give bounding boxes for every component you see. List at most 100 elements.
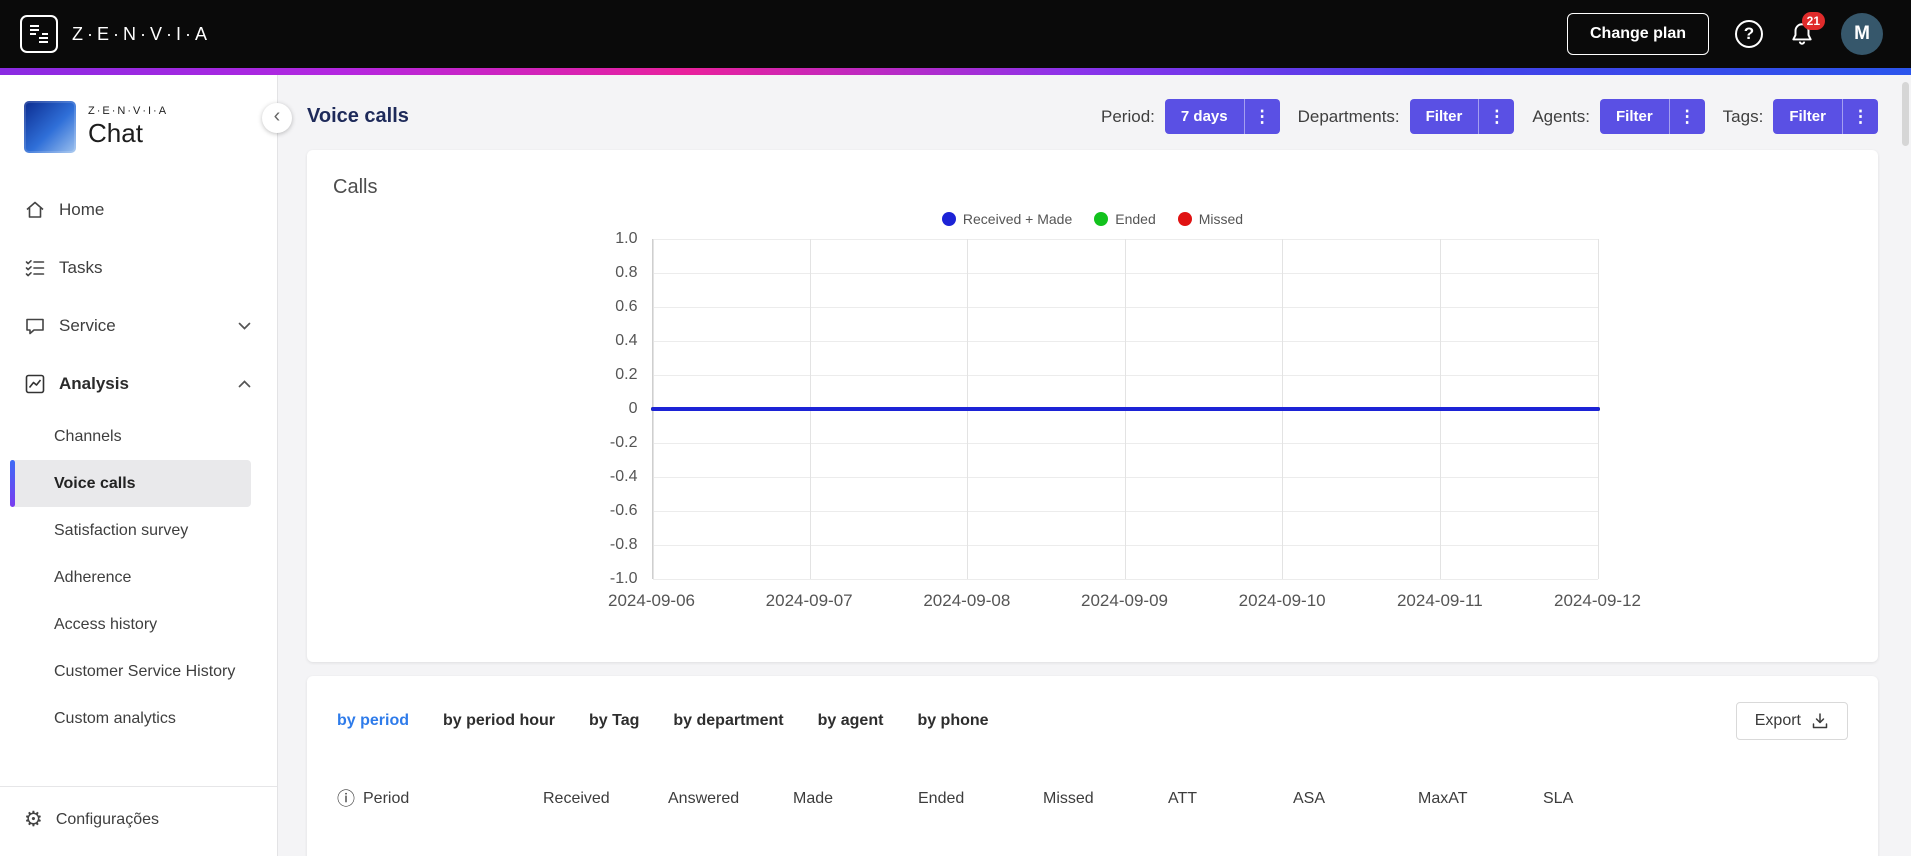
table-header-row: ⓘ Period Received Answered Made Ended Missed A… (337, 790, 1848, 808)
sidebar-item-label: Tasks (59, 258, 103, 277)
legend-item-ended: Ended (1094, 211, 1156, 227)
analytics-icon (25, 374, 45, 394)
filter-bar: Period: 7 days ⋮ Departments: Filter ⋮ A… (1101, 99, 1878, 134)
notifications-button[interactable]: 21 (1789, 12, 1825, 47)
scrollbar-thumb[interactable] (1902, 82, 1909, 146)
agents-filter-button[interactable]: Filter ⋮ (1599, 99, 1705, 134)
legend-label: Received + Made (962, 211, 1073, 227)
x-tick-label: 2024-09-08 (923, 591, 1011, 610)
help-icon[interactable]: ? (1735, 20, 1763, 48)
calls-line-chart: Received + Made Ended Missed 1.0 0.8 0.6 0.4 0… (588, 211, 1641, 617)
download-icon (1812, 713, 1828, 729)
calls-chart-card: Calls Received + Made Ended Missed 1.0 0.8 0… (307, 150, 1878, 662)
x-tick-label: 2024-09-07 (765, 591, 853, 610)
zenvia-logo-icon (20, 15, 58, 53)
legend-dot (1177, 212, 1192, 226)
sidebar-subitem-custom-analytics[interactable]: Custom analytics (10, 695, 251, 742)
chart-legend: Received + Made Ended Missed (588, 211, 1598, 227)
table-tabs: by period by period hour by Tag by departme… (337, 712, 989, 730)
tab-by-tag[interactable]: by Tag (589, 712, 640, 729)
change-plan-button[interactable]: Change plan (1566, 13, 1709, 55)
departments-filter-button[interactable]: Filter ⋮ (1409, 99, 1515, 134)
zenvia-brand: Z·E·N·V·I·A (20, 15, 211, 53)
sidebar-collapse-button[interactable]: ‹ (262, 103, 292, 133)
y-tick-label: -0.4 (609, 468, 638, 485)
sidebar-item-service[interactable]: Service (0, 297, 277, 355)
agents-filter-label: Agents: (1532, 106, 1590, 126)
kebab-menu-icon[interactable]: ⋮ (1243, 99, 1280, 134)
sidebar-subitem-label: Channels (54, 427, 122, 445)
sidebar-item-analysis[interactable]: Analysis (0, 355, 277, 413)
tab-by-phone[interactable]: by phone (917, 712, 989, 729)
calls-card-title: Calls (333, 176, 378, 198)
period-filter-label: Period: (1101, 106, 1155, 126)
sidebar-subitem-voice-calls[interactable]: Voice calls (10, 460, 251, 507)
tab-by-period[interactable]: by period (337, 712, 410, 729)
sidebar-subitem-label: Adherence (54, 568, 132, 586)
tags-filter-button[interactable]: Filter ⋮ (1773, 99, 1878, 134)
sidebar-subitem-adherence[interactable]: Adherence (10, 554, 251, 601)
sidebar-subitem-access-history[interactable]: Access history (10, 601, 251, 648)
sidebar-subitem-satisfaction-survey[interactable]: Satisfaction survey (10, 507, 251, 554)
topbar-actions: Change plan ? 21 M (1566, 12, 1883, 55)
zenvia-chat-logo: Z·E·N·V·I·A Chat (0, 75, 277, 171)
column-header-period: Period (363, 790, 410, 807)
sidebar-subitem-channels[interactable]: Channels (10, 413, 251, 460)
sidebar-item-home[interactable]: Home (0, 181, 277, 239)
x-tick-label: 2024-09-11 (1396, 591, 1483, 610)
agents-filter-group: Agents: Filter ⋮ (1532, 99, 1705, 134)
sidebar: ‹ Z·E·N·V·I·A Chat Home Tasks (0, 75, 292, 856)
topbar: Z·E·N·V·I·A Change plan ? 21 M (0, 0, 1911, 68)
y-tick-label: 0.4 (615, 332, 638, 349)
table-columns: Period Received Answered Made Ended Missed ATT… (363, 790, 1668, 808)
tab-by-agent[interactable]: by agent (817, 712, 884, 729)
chat-logo-brand: Z·E·N·V·I·A (88, 105, 169, 117)
brand-name: Z·E·N·V·I·A (72, 23, 211, 44)
analysis-submenu: Channels Voice calls Satisfaction survey Ad… (0, 413, 277, 742)
legend-item-missed: Missed (1177, 211, 1244, 227)
notification-badge: 21 (1801, 12, 1825, 30)
legend-item-received-made: Received + Made (941, 211, 1073, 227)
sidebar-subitem-customer-service-history[interactable]: Customer Service History (10, 648, 251, 695)
chevron-down-icon (238, 322, 251, 330)
legend-dot (941, 212, 956, 226)
sidebar-nav: Home Tasks Service (0, 181, 277, 742)
column-header-maxat: MaxAT (1418, 790, 1468, 807)
sidebar-item-settings[interactable]: ⚙ Configurações (0, 786, 277, 856)
sidebar-item-label: Home (59, 200, 105, 219)
kebab-menu-icon[interactable]: ⋮ (1668, 99, 1705, 134)
kebab-menu-icon[interactable]: ⋮ (1842, 99, 1878, 134)
sidebar-item-tasks[interactable]: Tasks (0, 239, 277, 297)
selected-accent-bar (10, 460, 15, 507)
y-tick-label: -1.0 (609, 570, 638, 587)
legend-label: Missed (1198, 211, 1244, 227)
export-button[interactable]: Export (1735, 702, 1848, 740)
period-filter-button[interactable]: 7 days ⋮ (1164, 99, 1280, 134)
y-tick-label: 0.2 (615, 366, 638, 383)
chart-series-lines (653, 239, 1598, 579)
column-header-asa: ASA (1293, 790, 1326, 807)
column-header-made: Made (793, 790, 834, 807)
content-header: Voice calls Period: 7 days ⋮ Departments… (307, 75, 1878, 134)
info-icon[interactable]: ⓘ (337, 789, 355, 809)
tab-by-department[interactable]: by department (673, 712, 784, 729)
sidebar-item-label: Service (59, 316, 116, 335)
gradient-divider (0, 68, 1911, 75)
kebab-menu-icon[interactable]: ⋮ (1478, 99, 1514, 134)
chevron-up-icon (238, 380, 251, 388)
sidebar-subitem-label: Customer Service History (54, 662, 236, 680)
y-tick-label: 1.0 (615, 230, 638, 247)
y-tick-label: -0.8 (609, 536, 638, 553)
legend-dot (1094, 212, 1109, 226)
avatar[interactable]: M (1841, 13, 1883, 55)
column-header-missed: Missed (1043, 790, 1094, 807)
sidebar-subitem-label: Voice calls (54, 474, 136, 492)
x-axis: 2024-09-06 2024-09-07 2024-09-08 2024-09-09… (608, 591, 1641, 617)
y-tick-label: 0.6 (615, 298, 638, 315)
tab-by-period-hour[interactable]: by period hour (443, 712, 556, 729)
column-header-ended: Ended (918, 790, 965, 807)
chat-logo-product: Chat (88, 118, 143, 148)
y-axis: 1.0 0.8 0.6 0.4 0.2 0 -0.2 -0.4 -0.6 -0.8 -1.0 (588, 230, 652, 587)
tags-filter-group: Tags: Filter ⋮ (1723, 99, 1878, 134)
sidebar-subitem-label: Access history (54, 615, 158, 633)
